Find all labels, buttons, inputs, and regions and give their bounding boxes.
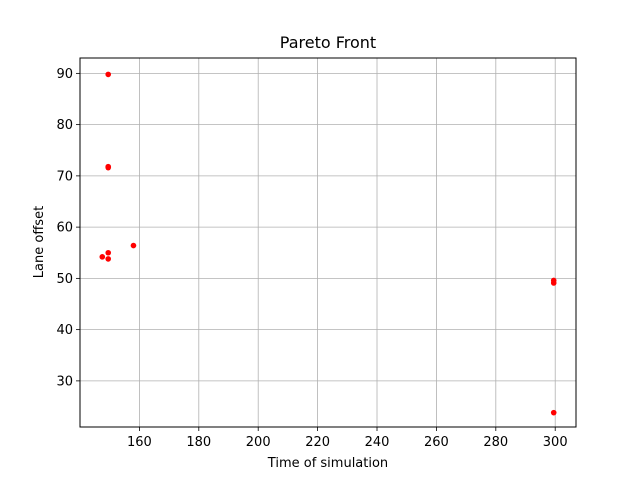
x-axis-label: Time of simulation — [267, 456, 388, 471]
data-point — [105, 71, 112, 78]
x-ticks: 160 180 200 220 240 260 280 300 — [127, 427, 568, 450]
x-tick-label: 220 — [305, 435, 330, 450]
x-tick-label: 300 — [543, 435, 568, 450]
y-tick-label: 50 — [56, 272, 73, 287]
y-tick-label: 40 — [56, 323, 73, 338]
x-tick-label: 260 — [424, 435, 449, 450]
data-points — [99, 71, 557, 416]
y-tick-label: 90 — [56, 67, 73, 82]
plot-frame — [79, 57, 577, 428]
y-tick-label: 80 — [56, 118, 73, 133]
gridlines — [80, 58, 576, 427]
data-point — [130, 242, 137, 249]
data-point — [105, 164, 112, 171]
plot-area-background — [80, 58, 576, 427]
x-tick-label: 280 — [483, 435, 508, 450]
y-tick-label: 70 — [56, 169, 73, 184]
x-tick-label: 240 — [365, 435, 390, 450]
y-tick-label: 60 — [56, 221, 73, 236]
x-tick-label: 160 — [127, 435, 152, 450]
x-tick-label: 180 — [186, 435, 211, 450]
chart-title: Pareto Front — [280, 33, 376, 52]
data-point — [550, 280, 557, 286]
y-tick-label: 30 — [56, 374, 73, 389]
data-point — [99, 254, 106, 260]
y-ticks: 30 40 50 60 70 80 90 — [56, 67, 80, 389]
data-point — [105, 249, 112, 256]
x-tick-label: 200 — [246, 435, 271, 450]
data-point — [550, 409, 557, 416]
y-axis-label: Lane offset — [32, 206, 47, 278]
data-point — [105, 256, 112, 262]
